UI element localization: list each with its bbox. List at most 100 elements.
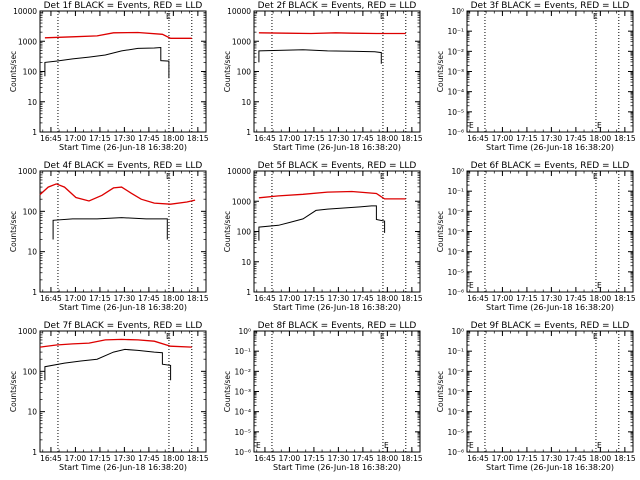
x-tick-label: 17:15 [516,454,538,463]
y-tick-label: 1 [32,288,37,297]
plot-title: Det 8f BLACK = Events, RED = LLD [258,321,417,331]
series-lld-line [44,31,192,39]
plot-title: Det 3f BLACK = Events, RED = LLD [471,1,630,11]
plot-frame [253,330,421,453]
e-marker: E [380,172,385,181]
plot-panel-8: Det 8f BLACK = Events, RED = LLD 10⁰ 10⁻¹ 1… [223,321,423,472]
y-tick-label: 10⁻² [447,47,464,56]
x-tick-label: 17:15 [303,454,325,463]
plot-title: Det 5f BLACK = Events, RED = LLD [258,161,417,171]
x-tick-label: 17:00 [279,454,301,463]
x-tick-label: 17:15 [89,294,111,303]
y-tick-label: 10⁻¹ [447,187,464,196]
x-tick-label: 16:45 [40,454,62,463]
x-axis-label: Start Time (26-Jun-18 16:38:20) [486,463,614,472]
y-tick-label: 10 [241,258,251,267]
x-tick-label: 18:15 [401,294,423,303]
x-axis-label: Start Time (26-Jun-18 16:38:20) [486,143,614,152]
x-tick-label: 17:45 [138,454,160,463]
plot-title: Det 2f BLACK = Events, RED = LLD [258,1,417,11]
y-tick-label: 10000 [227,167,251,176]
y-axis-label: Counts/sec [223,51,232,92]
y-tick-label: 10 [27,408,37,417]
y-tick-label: 100 [237,68,252,77]
x-tick-label: 17:15 [303,134,325,143]
y-axis-label: Counts/sec [436,371,445,412]
y-tick-label: 10⁻⁴ [234,408,251,417]
plot-panel-1: Det 1f BLACK = Events, RED = LLD 1 10 100 10… [9,1,209,152]
plot-panel-5: Det 5f BLACK = Events, RED = LLD 1 10 100 10… [223,161,423,312]
y-tick-label: 10⁻⁶ [447,128,464,137]
e-marker: E [593,12,598,21]
x-tick-label: 18:15 [401,134,423,143]
plot-panel-7: Det 7f BLACK = Events, RED = LLD 1 10 100 10… [9,321,209,472]
y-tick-label: 10⁻⁵ [447,108,464,117]
y-tick-label: 10⁻¹ [234,347,251,356]
x-tick-label: 18:00 [377,134,399,143]
y-tick-label: 1 [246,288,251,297]
x-tick-label: 17:30 [114,134,136,143]
x-axis-label: Start Time (26-Jun-18 16:38:20) [59,143,187,152]
x-tick-label: 17:45 [352,294,374,303]
y-axis-label: Counts/sec [223,371,232,412]
x-tick-label: 17:00 [492,454,514,463]
y-tick-label: 1000 [18,37,37,46]
x-tick-label: 17:00 [492,294,514,303]
x-axis-label: Start Time (26-Jun-18 16:38:20) [273,143,401,152]
x-tick-label: 17:45 [565,454,587,463]
e-marker: E [469,121,474,130]
y-tick-label: 10⁻¹ [447,27,464,36]
plot-title: Det 7f BLACK = Events, RED = LLD [44,321,203,331]
plot-frame [39,170,207,293]
y-tick-label: 1000 [18,327,37,336]
y-tick-label: 10⁻⁴ [447,248,464,257]
y-axis-label: Counts/sec [436,51,445,92]
x-tick-label: 18:00 [590,454,612,463]
y-tick-label: 10⁻⁴ [447,88,464,97]
y-tick-label: 10⁰ [451,327,464,336]
y-tick-label: 10⁻⁴ [447,408,464,417]
x-tick-label: 17:15 [516,134,538,143]
x-tick-label: 17:00 [492,134,514,143]
e-marker: E [380,12,385,21]
x-tick-label: 17:45 [565,294,587,303]
x-tick-label: 18:00 [590,134,612,143]
x-tick-label: 17:30 [541,134,563,143]
y-tick-label: 100 [23,367,38,376]
x-tick-label: 17:45 [352,454,374,463]
series-lld-line [39,338,192,348]
y-tick-label: 10⁻² [447,207,464,216]
plot-frame [466,10,634,133]
y-tick-label: 10⁻⁶ [447,448,464,457]
plot-frame [253,170,421,293]
x-tick-label: 16:45 [467,134,489,143]
y-tick-label: 1 [246,128,251,137]
y-axis-label: Counts/sec [436,211,445,252]
y-tick-label: 100 [237,228,252,237]
y-tick-label: 10⁻³ [447,388,464,397]
series-lld-line [258,32,406,35]
x-tick-label: 17:15 [89,454,111,463]
x-tick-label: 17:30 [541,454,563,463]
e-marker: E [166,172,171,181]
y-tick-label: 10 [27,248,37,257]
x-axis-label: Start Time (26-Jun-18 16:38:20) [273,303,401,312]
e-marker: E [166,12,171,21]
e-marker: E [593,332,598,341]
plot-title: Det 4f BLACK = Events, RED = LLD [44,161,203,171]
x-tick-label: 17:15 [516,294,538,303]
y-tick-label: 10⁻² [447,367,464,376]
x-tick-label: 17:30 [328,134,350,143]
x-tick-label: 17:00 [65,134,87,143]
y-axis-label: Counts/sec [9,51,18,92]
x-tick-label: 18:15 [401,454,423,463]
x-axis-label: Start Time (26-Jun-18 16:38:20) [273,463,401,472]
plot-frame [466,330,634,453]
x-tick-label: 18:00 [163,294,185,303]
e-marker: E [380,332,385,341]
e-marker: E [597,441,602,450]
series-lld-line [39,183,196,205]
x-tick-label: 17:30 [328,294,350,303]
e-marker: E [256,441,261,450]
x-tick-label: 17:00 [65,294,87,303]
